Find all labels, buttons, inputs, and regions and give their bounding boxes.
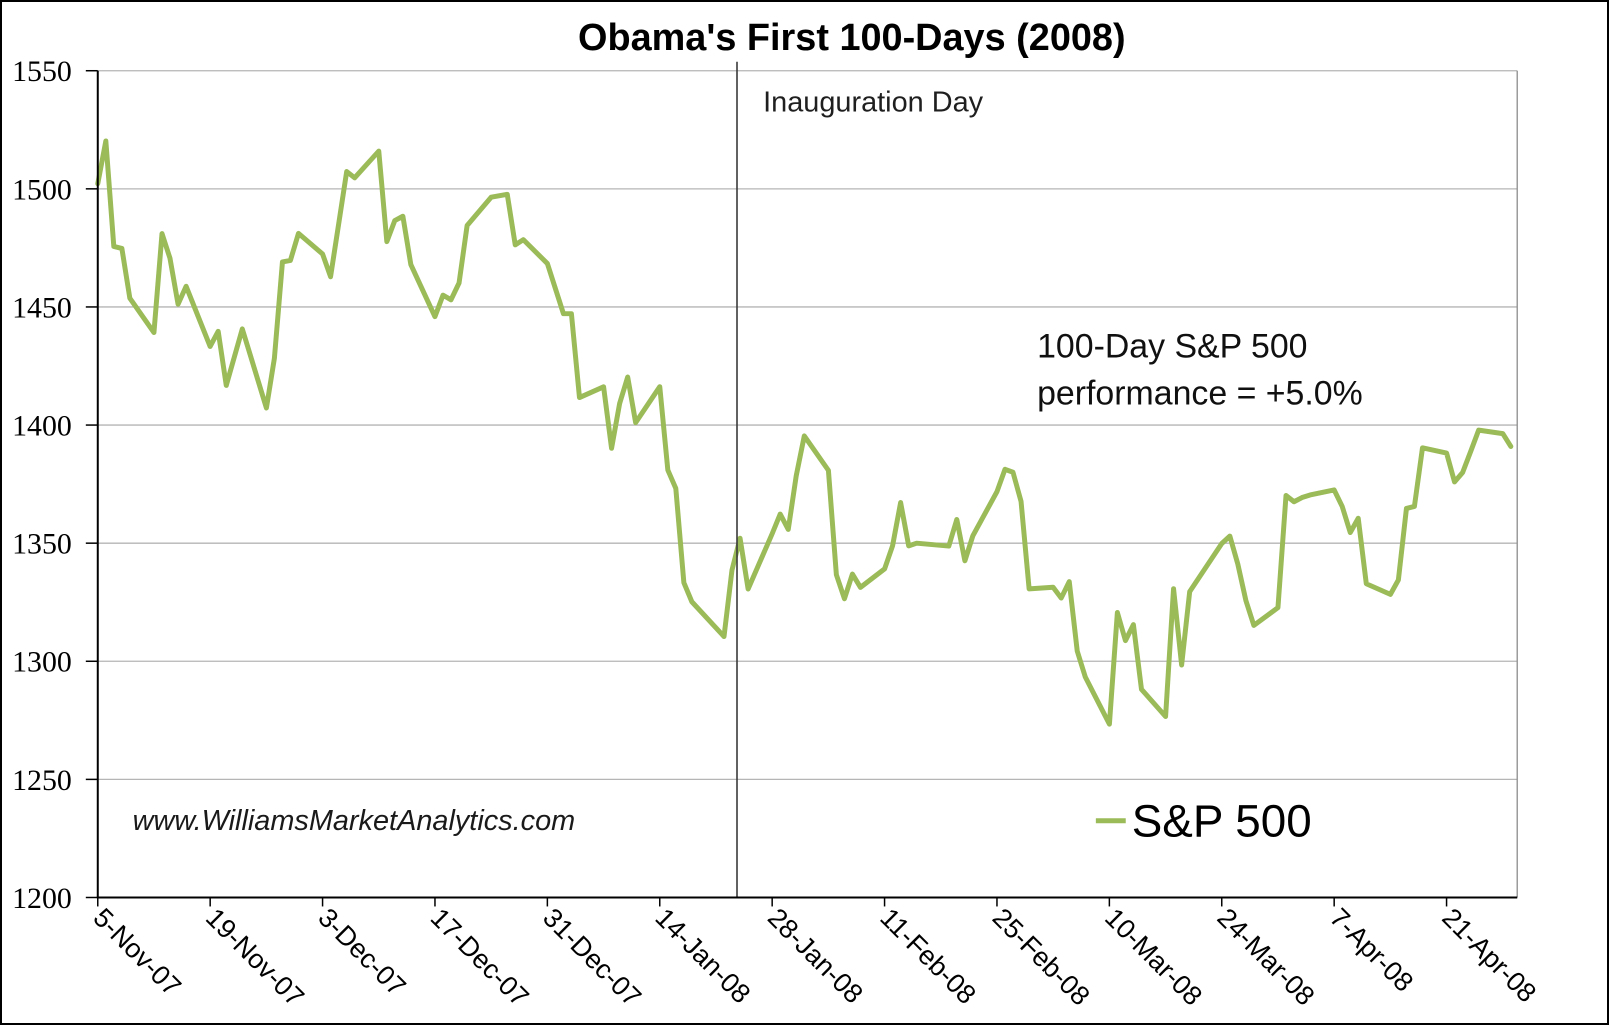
- y-tick-label: 1250: [12, 764, 72, 797]
- y-tick-label: 1300: [12, 646, 72, 679]
- plot-area: 1550 1500 1450 1400 1350 1300 1250 1200 5-Nov-07…: [12, 55, 1542, 1012]
- x-tick-label: 3-Dec-07: [312, 902, 411, 1001]
- x-tick-label: 5-Nov-07: [88, 902, 187, 1001]
- x-tick-label: 17-Dec-07: [425, 902, 535, 1012]
- y-tick-label: 1450: [12, 291, 72, 324]
- x-tick-label: 14-Jan-08: [650, 902, 757, 1009]
- x-tick-label: 24-Mar-08: [1212, 902, 1321, 1011]
- legend-label: S&P 500: [1132, 796, 1312, 847]
- legend: S&P 500: [1095, 796, 1312, 847]
- y-tick-label: 1350: [12, 528, 72, 561]
- chart-title: Obama's First 100-Days (2008): [578, 17, 1126, 59]
- annotation-line-2: performance = +5.0%: [1037, 374, 1363, 412]
- x-tick-label: 19-Nov-07: [200, 902, 310, 1012]
- x-tick-label: 21-Apr-08: [1436, 902, 1542, 1008]
- x-tick-label: 31-Dec-07: [537, 902, 647, 1012]
- inauguration-day-label: Inauguration Day: [763, 87, 983, 119]
- x-tick-label: 7-Apr-08: [1324, 902, 1419, 997]
- y-tick-label: 1200: [12, 882, 72, 915]
- x-tick-label: 11-Feb-08: [874, 902, 981, 1009]
- sp500-series-line: [95, 138, 1514, 727]
- y-tick-label: 1500: [12, 173, 72, 206]
- x-tick-label: 25-Feb-08: [987, 902, 1096, 1011]
- chart-text-layer: Obama's First 100-Days (2008) Inaugurati…: [133, 17, 1363, 847]
- y-tick-label: 1550: [12, 55, 72, 88]
- x-tick-label: 10-Mar-08: [1099, 902, 1208, 1011]
- y-tick-label: 1400: [12, 410, 72, 443]
- watermark-text: www.WilliamsMarketAnalytics.com: [133, 805, 576, 837]
- annotation-line-1: 100-Day S&P 500: [1037, 328, 1307, 366]
- x-tick-label: 28-Jan-08: [762, 902, 869, 1009]
